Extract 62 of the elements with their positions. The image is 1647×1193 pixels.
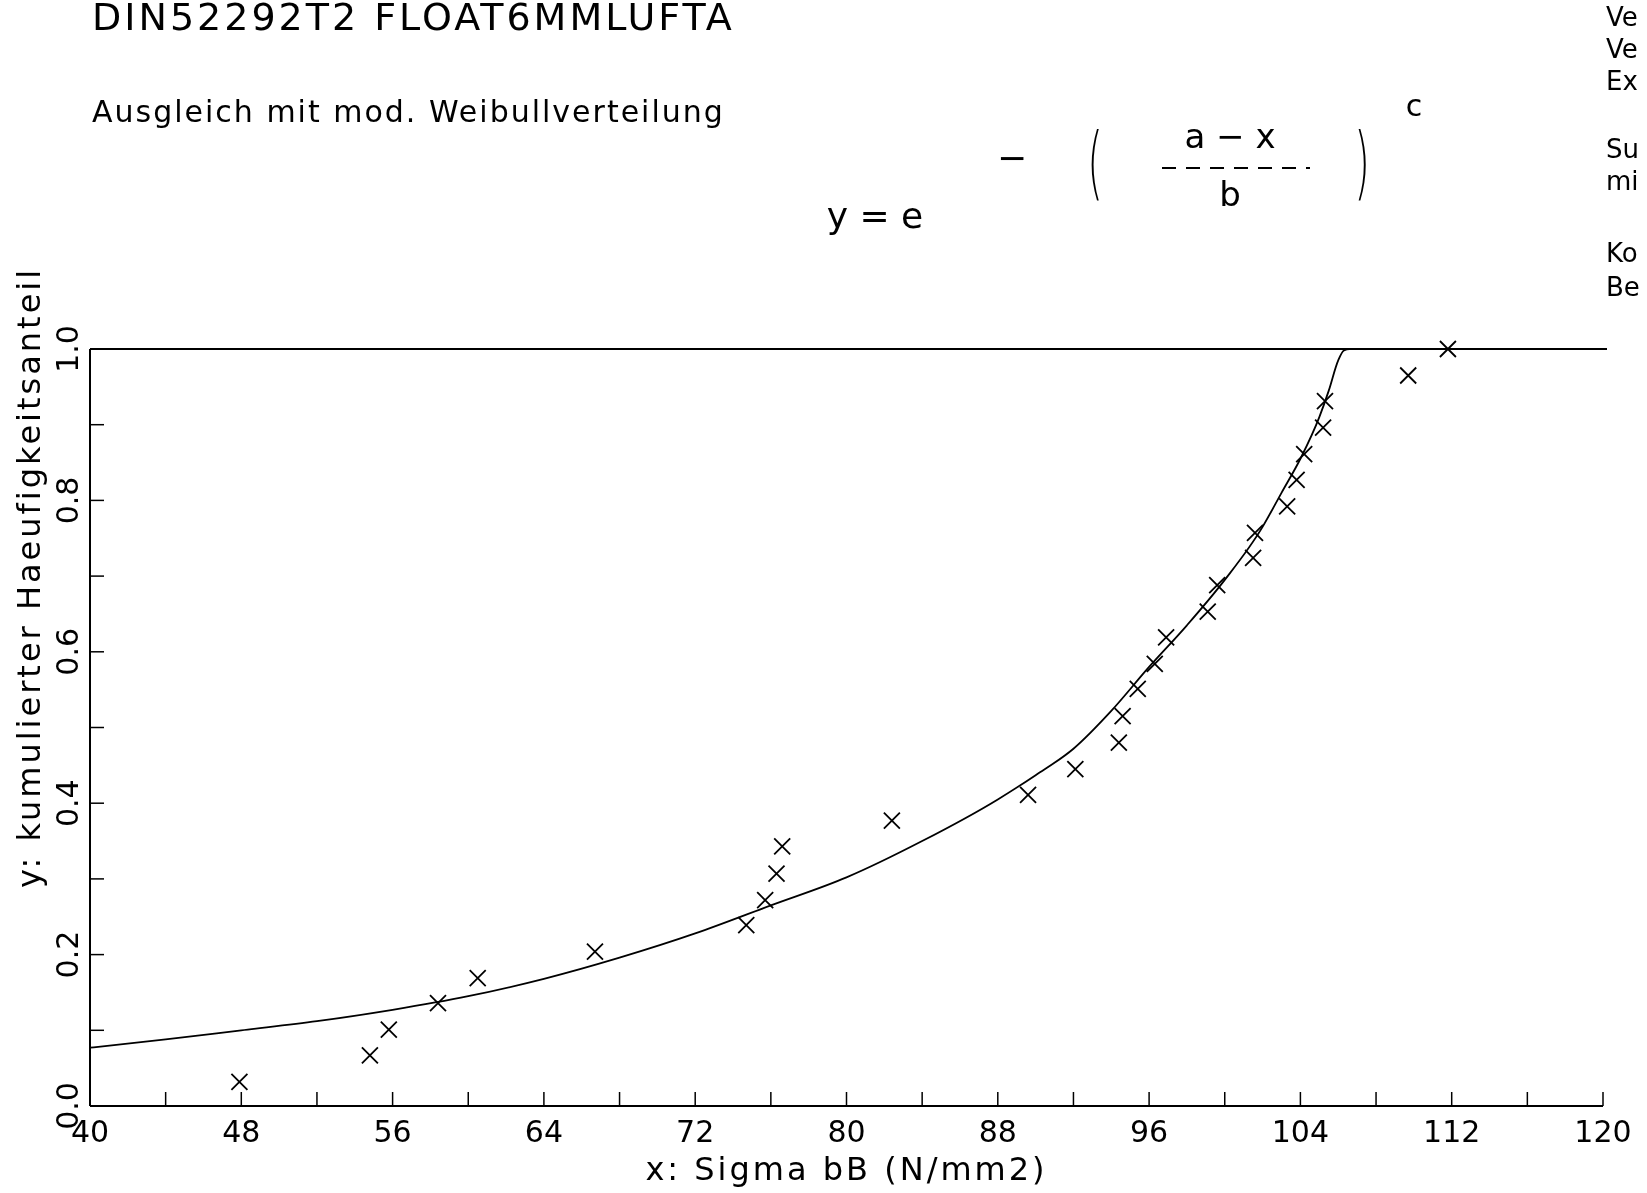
- y-tick-label: 0.4: [50, 779, 85, 828]
- x-tick-label: 72: [676, 1114, 715, 1149]
- x-tick-label: 56: [373, 1114, 412, 1149]
- x-axis-title: x: Sigma bB (N/mm2): [645, 1150, 1048, 1188]
- text: Ve: [1606, 2, 1638, 32]
- y-tick-label: 0.6: [50, 627, 85, 676]
- point: [429, 994, 447, 1012]
- text: mi: [1606, 166, 1639, 196]
- point: [882, 811, 901, 830]
- point: [1295, 445, 1314, 464]
- point: [737, 916, 756, 934]
- x-tick-label: 88: [978, 1114, 1017, 1149]
- text: Su: [1606, 134, 1639, 164]
- point: [1019, 785, 1037, 804]
- point: [379, 1020, 398, 1039]
- text: y = e: [826, 195, 924, 236]
- text: ): [1354, 115, 1370, 209]
- point: [756, 891, 775, 909]
- text: c: [1405, 88, 1423, 123]
- text: −: [996, 137, 1028, 178]
- point: [1316, 392, 1334, 411]
- text: Ve: [1606, 34, 1638, 64]
- x-tick-label: 80: [827, 1114, 866, 1149]
- point: [1157, 628, 1176, 647]
- x-tick-label: 64: [524, 1114, 563, 1149]
- chart-subtitle: Ausgleich mit mod. Weibullverteilung: [92, 94, 725, 129]
- text: Ko: [1606, 238, 1638, 268]
- point: [1246, 524, 1264, 542]
- chart-title: DIN52292T2 FLOAT6MMLUFTA: [92, 0, 735, 39]
- point: [773, 837, 792, 856]
- x-tick-label: 96: [1130, 1114, 1169, 1149]
- text: Ex: [1606, 66, 1638, 96]
- text: a − x: [1184, 116, 1276, 156]
- point: [1145, 655, 1164, 673]
- point: [1314, 418, 1332, 437]
- point: [1066, 760, 1085, 779]
- x-tick-label: 120: [1574, 1114, 1632, 1149]
- x-tick-label: 112: [1423, 1114, 1481, 1149]
- point: [586, 942, 604, 961]
- point: [1287, 471, 1306, 489]
- point: [230, 1072, 249, 1091]
- y-tick-label: 0.2: [50, 930, 85, 979]
- point: [1198, 602, 1217, 621]
- x-tick-label: 104: [1271, 1114, 1330, 1149]
- point: [468, 969, 487, 987]
- y-tick-label: 1.0: [50, 325, 85, 373]
- x-tick-label: 48: [222, 1114, 261, 1149]
- point: [1244, 549, 1263, 567]
- y-tick-label: 0.8: [50, 476, 85, 525]
- text: (: [1087, 115, 1103, 209]
- point: [1399, 366, 1418, 385]
- point: [1109, 733, 1128, 752]
- point: [1208, 576, 1227, 595]
- point: [361, 1046, 379, 1065]
- y-axis-title: y: kumulierter Haeufigkeitsanteil: [10, 266, 48, 889]
- point: [1439, 340, 1457, 358]
- point: [1128, 679, 1147, 698]
- text: Be: [1606, 272, 1640, 302]
- point: [1113, 707, 1132, 726]
- point: [1278, 497, 1297, 516]
- point: [767, 864, 786, 883]
- text: b: [1219, 174, 1241, 214]
